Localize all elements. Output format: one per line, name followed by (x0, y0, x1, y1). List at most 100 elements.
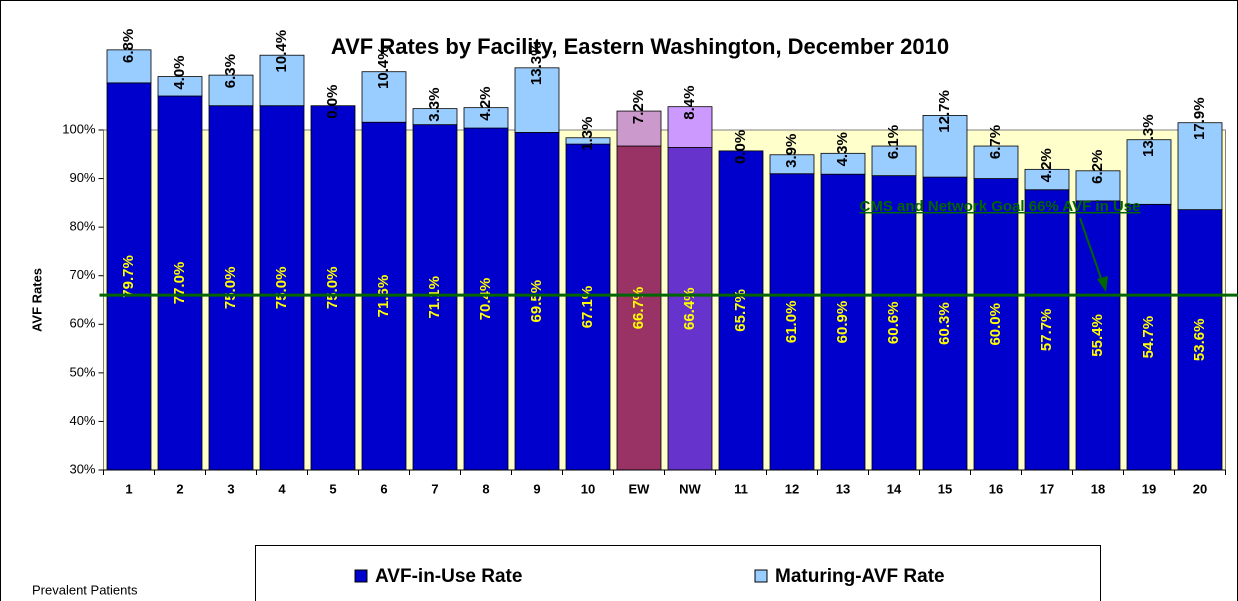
y-tick-label: 50% (69, 364, 95, 379)
value-label: 13.3% (528, 43, 545, 86)
value-label: 7.2% (630, 90, 647, 124)
x-tick-label: 18 (1091, 481, 1105, 496)
bar-segment (616, 145, 662, 471)
value-label: 8.4% (681, 86, 698, 120)
value-label: 77.0% (171, 262, 188, 305)
bar-segment (106, 49, 152, 84)
bar-segment (310, 105, 356, 471)
value-label: 66.4% (681, 287, 698, 330)
bar-segment (1177, 122, 1223, 211)
bar-segment (412, 124, 458, 471)
x-tick-label: 1 (125, 481, 132, 496)
value-label: 60.6% (885, 302, 902, 345)
bar-segment (1126, 139, 1172, 205)
value-label: 17.9% (1191, 97, 1208, 140)
goal-arrow (1079, 217, 1104, 285)
goal-arrowhead (1097, 276, 1108, 292)
x-tick-label: 20 (1193, 481, 1207, 496)
x-tick-label: 16 (989, 481, 1003, 496)
bar-segment (208, 105, 254, 471)
x-tick-label: 6 (380, 481, 387, 496)
bar-segment (922, 115, 968, 178)
goal-label: CMS and Network Goal 66% AVF in Use (860, 198, 1141, 215)
value-label: 4.3% (834, 132, 851, 166)
bar-segment (820, 173, 866, 471)
x-tick-label: 10 (581, 481, 595, 496)
x-tick-label: 5 (329, 481, 336, 496)
bar-segment (769, 154, 815, 175)
value-label: 66.7% (630, 287, 647, 330)
y-axis-label: AVF Rates (29, 268, 44, 332)
bar-segment (667, 106, 713, 148)
legend-swatch (354, 569, 368, 583)
bar-segment (565, 143, 611, 471)
value-label: 79.7% (120, 255, 137, 298)
value-label: 12.7% (936, 90, 953, 133)
bar-segment (871, 175, 917, 471)
bar-segment (1075, 170, 1121, 202)
value-label: 3.3% (426, 88, 443, 122)
x-tick-label: 19 (1142, 481, 1156, 496)
value-label: 55.4% (1089, 314, 1106, 357)
x-tick-label: NW (679, 481, 701, 496)
value-label: 0.0% (324, 85, 341, 119)
bar-segment (259, 105, 305, 471)
bar-segment (106, 82, 152, 471)
value-label: 54.7% (1140, 316, 1157, 359)
value-label: 70.4% (477, 278, 494, 321)
value-label: 67.1% (579, 286, 596, 329)
value-label: 3.9% (783, 134, 800, 168)
x-tick-label: 7 (431, 481, 438, 496)
value-label: 60.3% (936, 302, 953, 345)
x-tick-label: EW (629, 481, 651, 496)
value-label: 53.6% (1191, 319, 1208, 362)
bar-segment (412, 108, 458, 126)
value-label: 60.0% (987, 303, 1004, 346)
value-label: 4.2% (477, 87, 494, 121)
x-tick-label: 11 (734, 481, 748, 496)
value-label: 4.0% (171, 55, 188, 89)
value-label: 6.2% (1089, 150, 1106, 184)
y-tick-label: 30% (69, 461, 95, 476)
bar-segment (208, 74, 254, 107)
y-tick-label: 90% (69, 170, 95, 185)
x-tick-label: 14 (887, 481, 902, 496)
bar-segment (565, 137, 611, 145)
bar-segment (667, 147, 713, 471)
bar-segment (157, 95, 203, 471)
bar-segment (820, 152, 866, 175)
bar-segment (157, 76, 203, 97)
value-label: 10.4% (273, 30, 290, 73)
x-tick-label: 12 (785, 481, 799, 496)
bar-segment (259, 54, 305, 107)
legend-label: AVF-in-Use Rate (375, 566, 522, 587)
value-label: 6.7% (987, 125, 1004, 159)
x-tick-label: 4 (278, 481, 286, 496)
value-label: 61.0% (783, 301, 800, 344)
bar-segment (1075, 200, 1121, 471)
bar-segment (616, 110, 662, 147)
value-label: 6.8% (120, 29, 137, 63)
value-label: 6.3% (222, 54, 239, 88)
legend-box (255, 545, 1101, 601)
x-tick-label: 17 (1040, 481, 1054, 496)
value-label: 1.3% (579, 117, 596, 151)
value-label: 57.7% (1038, 309, 1055, 352)
bar-segment (1024, 168, 1070, 191)
value-label: 6.1% (885, 125, 902, 159)
bar-segment (769, 173, 815, 471)
legend-label: Maturing-AVF Rate (775, 566, 945, 587)
value-label: 10.4% (375, 46, 392, 89)
value-label: 65.7% (732, 289, 749, 332)
bar-segment (973, 145, 1019, 179)
bar-segment (871, 145, 917, 177)
x-tick-label: 13 (836, 481, 850, 496)
chart-title: AVF Rates by Facility, Eastern Washingto… (331, 34, 949, 59)
x-tick-label: 8 (482, 481, 489, 496)
value-label: 75.0% (222, 267, 239, 310)
legend-swatch (754, 569, 768, 583)
bar-segment (1177, 209, 1223, 471)
x-tick-label: 3 (227, 481, 234, 496)
value-label: 69.5% (528, 280, 545, 323)
value-label: 71.1% (426, 276, 443, 319)
